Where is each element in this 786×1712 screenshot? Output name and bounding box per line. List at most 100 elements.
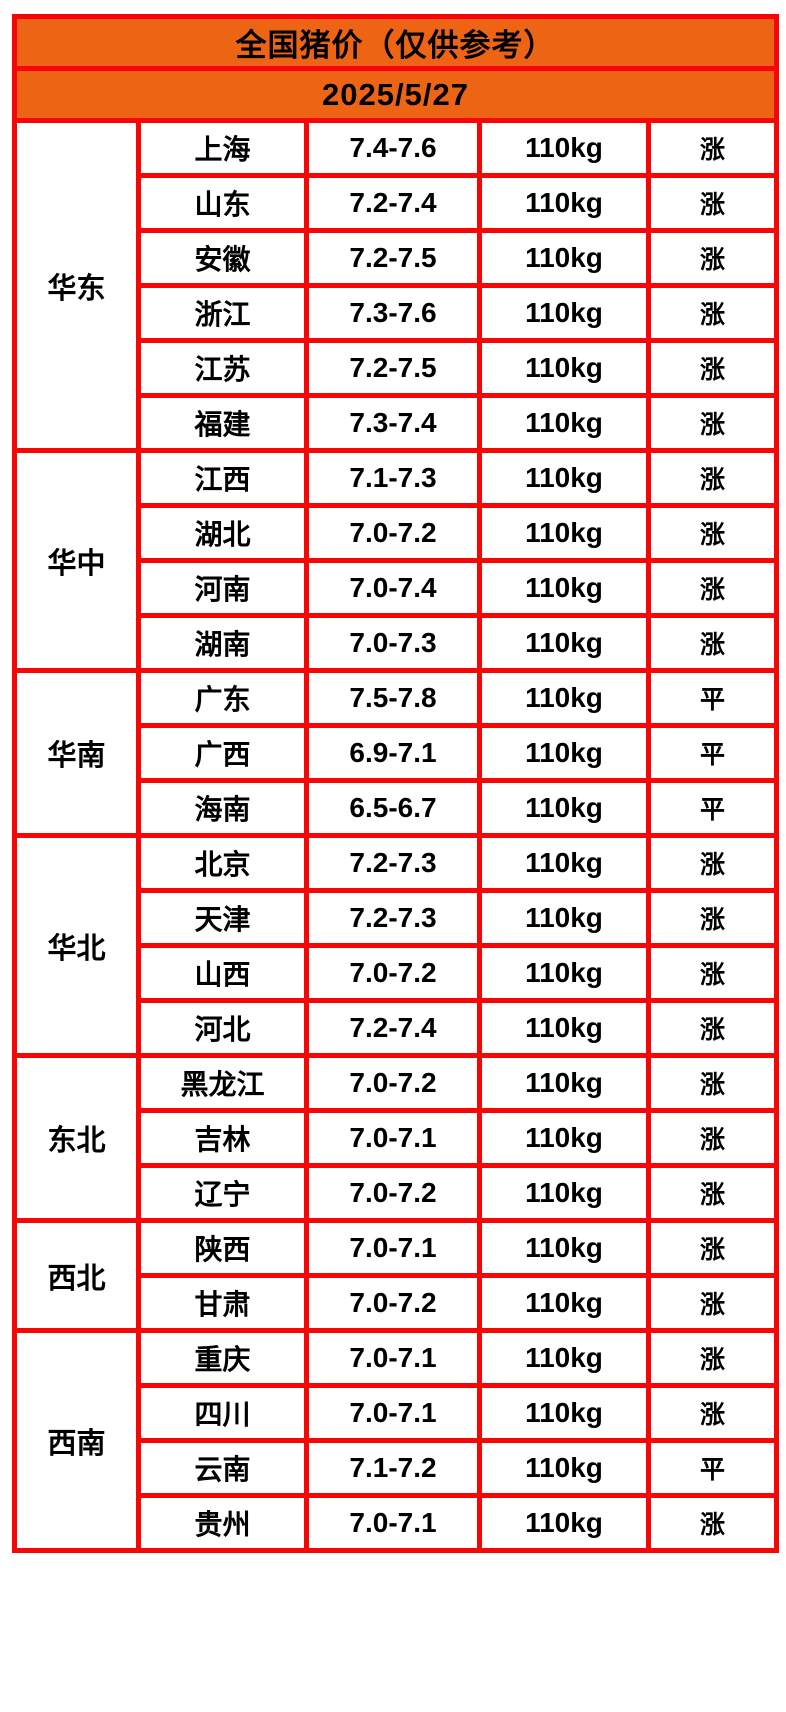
province-cell: 河北 (136, 998, 309, 1058)
region-cell: 东北 (12, 1053, 141, 1223)
table-row: 辽宁 7.0-7.2 110kg 涨 (15, 1163, 779, 1223)
weight-cell: 110kg (477, 1108, 651, 1168)
weight-cell: 110kg (477, 228, 651, 288)
province-cell: 陕西 (136, 1218, 309, 1278)
weight-cell: 110kg (477, 173, 651, 233)
table-row: 湖北 7.0-7.2 110kg 涨 (15, 503, 779, 563)
price-cell: 7.2-7.4 (304, 998, 482, 1058)
weight-cell: 110kg (477, 1438, 651, 1498)
region-cell: 华南 (12, 668, 141, 838)
province-cell: 云南 (136, 1438, 309, 1498)
table-row: 西南 重庆 7.0-7.1 110kg 涨 (12, 1328, 779, 1553)
title-row: 全国猪价（仅供参考） (12, 14, 779, 71)
province-cell: 黑龙江 (136, 1053, 309, 1113)
province-cell: 广西 (136, 723, 309, 783)
weight-cell: 110kg (477, 558, 651, 618)
date: 2025/5/27 (12, 66, 779, 123)
price-cell: 7.5-7.8 (304, 668, 482, 728)
province-cell: 河南 (136, 558, 309, 618)
status-cell: 涨 (646, 1053, 779, 1113)
province-cell: 山西 (136, 943, 309, 1003)
province-cell: 江苏 (136, 338, 309, 398)
region-cell: 西北 (12, 1218, 141, 1333)
table-row: 安徽 7.2-7.5 110kg 涨 (15, 228, 779, 288)
price-cell: 6.5-6.7 (304, 778, 482, 838)
price-cell: 6.9-7.1 (304, 723, 482, 783)
status-cell: 涨 (646, 173, 779, 233)
region-cell: 西南 (12, 1328, 141, 1553)
status-cell: 涨 (646, 888, 779, 948)
weight-cell: 110kg (477, 338, 651, 398)
weight-cell: 110kg (477, 1273, 651, 1333)
price-cell: 7.0-7.3 (304, 613, 482, 673)
province-cell: 江西 (136, 448, 309, 508)
price-cell: 7.0-7.1 (304, 1383, 482, 1443)
weight-cell: 110kg (477, 613, 651, 673)
price-cell: 7.0-7.2 (304, 943, 482, 1003)
status-cell: 涨 (646, 943, 779, 1003)
table-row: 河南 7.0-7.4 110kg 涨 (15, 558, 779, 618)
province-cell: 海南 (136, 778, 309, 838)
status-cell: 平 (646, 668, 779, 728)
weight-cell: 110kg (477, 393, 651, 453)
province-cell: 四川 (136, 1383, 309, 1443)
price-cell: 7.0-7.1 (304, 1493, 482, 1553)
date-row: 2025/5/27 (12, 66, 779, 123)
province-cell: 上海 (136, 118, 309, 178)
price-cell: 7.0-7.1 (304, 1328, 482, 1388)
table-title: 全国猪价（仅供参考） (12, 14, 779, 71)
table-row: 天津 7.2-7.3 110kg 涨 (15, 888, 779, 948)
weight-cell: 110kg (477, 668, 651, 728)
table-row: 华中 江西 7.1-7.3 110kg 涨 (12, 448, 779, 673)
weight-cell: 110kg (477, 888, 651, 948)
price-cell: 7.0-7.1 (304, 1108, 482, 1168)
table-row: 山东 7.2-7.4 110kg 涨 (15, 173, 779, 233)
status-cell: 涨 (646, 1163, 779, 1223)
region-cell: 华东 (12, 118, 141, 453)
table-row: 云南 7.1-7.2 110kg 平 (15, 1438, 779, 1498)
table-row: 华北 北京 7.2-7.3 110kg 涨 (12, 833, 779, 1058)
national-pig-price-table: 全国猪价（仅供参考） 2025/5/27 华东 上海 7.4-7.6 110kg 涨山东… (12, 14, 779, 1553)
province-cell: 广东 (136, 668, 309, 728)
province-cell: 福建 (136, 393, 309, 453)
price-cell: 7.0-7.4 (304, 558, 482, 618)
table-row: 山西 7.0-7.2 110kg 涨 (15, 943, 779, 1003)
status-cell: 涨 (646, 503, 779, 563)
weight-cell: 110kg (477, 283, 651, 343)
table-row: 贵州 7.0-7.1 110kg 涨 (15, 1493, 779, 1553)
province-cell: 北京 (136, 833, 309, 893)
status-cell: 涨 (646, 283, 779, 343)
price-cell: 7.2-7.4 (304, 173, 482, 233)
status-cell: 涨 (646, 1273, 779, 1333)
status-cell: 涨 (646, 448, 779, 508)
price-cell: 7.3-7.4 (304, 393, 482, 453)
status-cell: 涨 (646, 338, 779, 398)
status-cell: 平 (646, 1438, 779, 1498)
table-row: 广西 6.9-7.1 110kg 平 (15, 723, 779, 783)
province-cell: 辽宁 (136, 1163, 309, 1223)
weight-cell: 110kg (477, 1163, 651, 1223)
table-row: 浙江 7.3-7.6 110kg 涨 (15, 283, 779, 343)
price-cell: 7.0-7.2 (304, 503, 482, 563)
price-cell: 7.0-7.2 (304, 1053, 482, 1113)
province-cell: 吉林 (136, 1108, 309, 1168)
province-cell: 湖南 (136, 613, 309, 673)
price-cell: 7.3-7.6 (304, 283, 482, 343)
weight-cell: 110kg (477, 503, 651, 563)
status-cell: 平 (646, 778, 779, 838)
province-cell: 贵州 (136, 1493, 309, 1553)
status-cell: 涨 (646, 558, 779, 618)
weight-cell: 110kg (477, 1053, 651, 1113)
region-cell: 华中 (12, 448, 141, 673)
province-cell: 安徽 (136, 228, 309, 288)
weight-cell: 110kg (477, 723, 651, 783)
province-cell: 天津 (136, 888, 309, 948)
table-row: 海南 6.5-6.7 110kg 平 (15, 778, 779, 838)
weight-cell: 110kg (477, 1383, 651, 1443)
status-cell: 涨 (646, 1383, 779, 1443)
weight-cell: 110kg (477, 833, 651, 893)
status-cell: 涨 (646, 613, 779, 673)
status-cell: 涨 (646, 1328, 779, 1388)
weight-cell: 110kg (477, 118, 651, 178)
province-cell: 甘肃 (136, 1273, 309, 1333)
